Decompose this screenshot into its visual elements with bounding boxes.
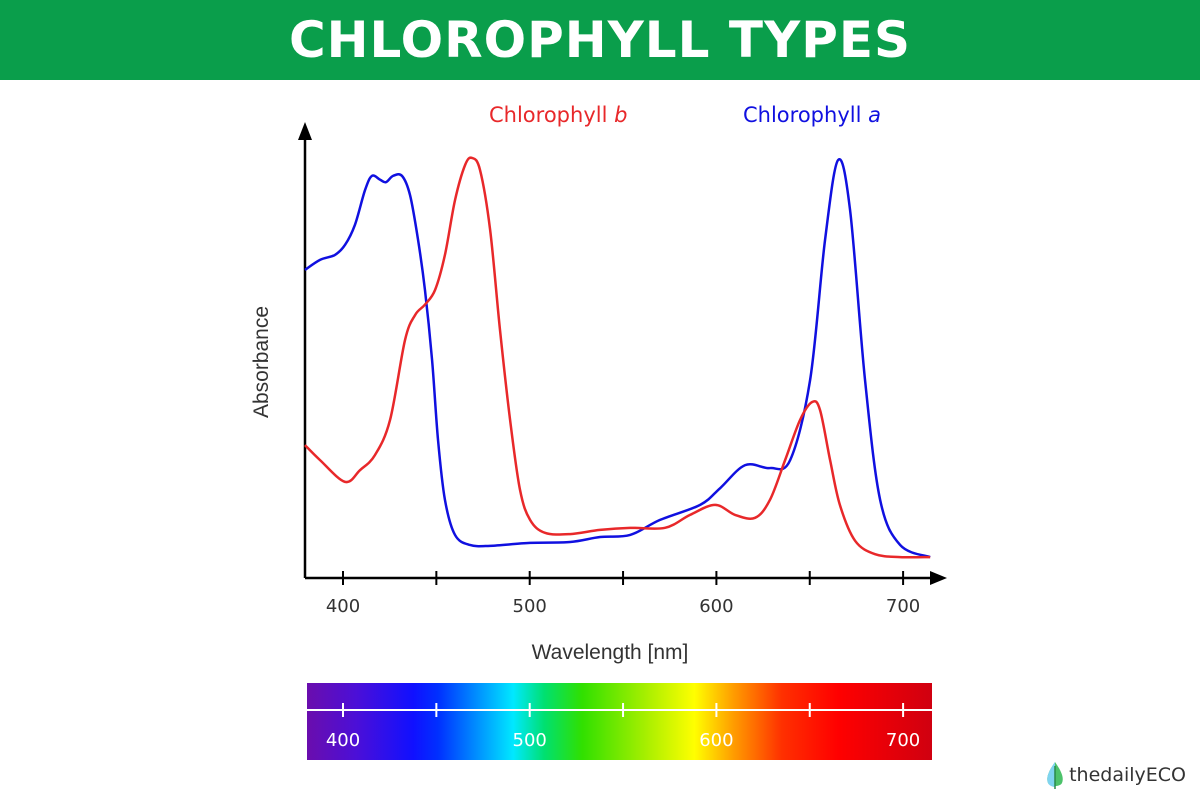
axes bbox=[298, 122, 947, 585]
x-tick-label: 700 bbox=[886, 596, 920, 617]
logo-text: thedailyECO bbox=[1069, 764, 1186, 786]
leaf-logo-icon bbox=[1047, 762, 1063, 789]
series-line-chlorophyll-a bbox=[304, 157, 931, 559]
y-axis-label: Absorbance bbox=[250, 306, 273, 418]
spectrum-tick-label: 500 bbox=[513, 730, 547, 751]
logo: thedailyECO bbox=[1044, 760, 1186, 790]
title-bar: CHLOROPHYLL TYPES bbox=[0, 0, 1200, 80]
spectrum-bar: 400 500 600 700 bbox=[307, 683, 932, 760]
x-tick-label: 600 bbox=[699, 596, 733, 617]
x-tick-label: 400 bbox=[326, 596, 360, 617]
spectrum-tick-label: 400 bbox=[326, 730, 360, 751]
legend-label-suffix: b bbox=[614, 103, 627, 127]
spectrum-tick-label: 600 bbox=[699, 730, 733, 751]
legend-chlorophyll-b: Chlorophyll b bbox=[489, 103, 627, 127]
series-line-chlorophyll-b bbox=[304, 156, 931, 559]
y-axis-arrow-icon bbox=[298, 122, 312, 140]
spectrum-gradient bbox=[307, 683, 932, 760]
legend-chlorophyll-a: Chlorophyll a bbox=[743, 103, 881, 127]
page-title: CHLOROPHYLL TYPES bbox=[288, 11, 912, 69]
spectrum-tick-label: 700 bbox=[886, 730, 920, 751]
legend-label-suffix: a bbox=[868, 103, 881, 127]
x-tick-label: 500 bbox=[513, 596, 547, 617]
legend-label: Chlorophyll bbox=[489, 103, 614, 127]
x-axis-label: Wavelength [nm] bbox=[532, 641, 689, 664]
legend-label: Chlorophyll bbox=[743, 103, 868, 127]
x-axis-arrow-icon bbox=[930, 571, 947, 585]
